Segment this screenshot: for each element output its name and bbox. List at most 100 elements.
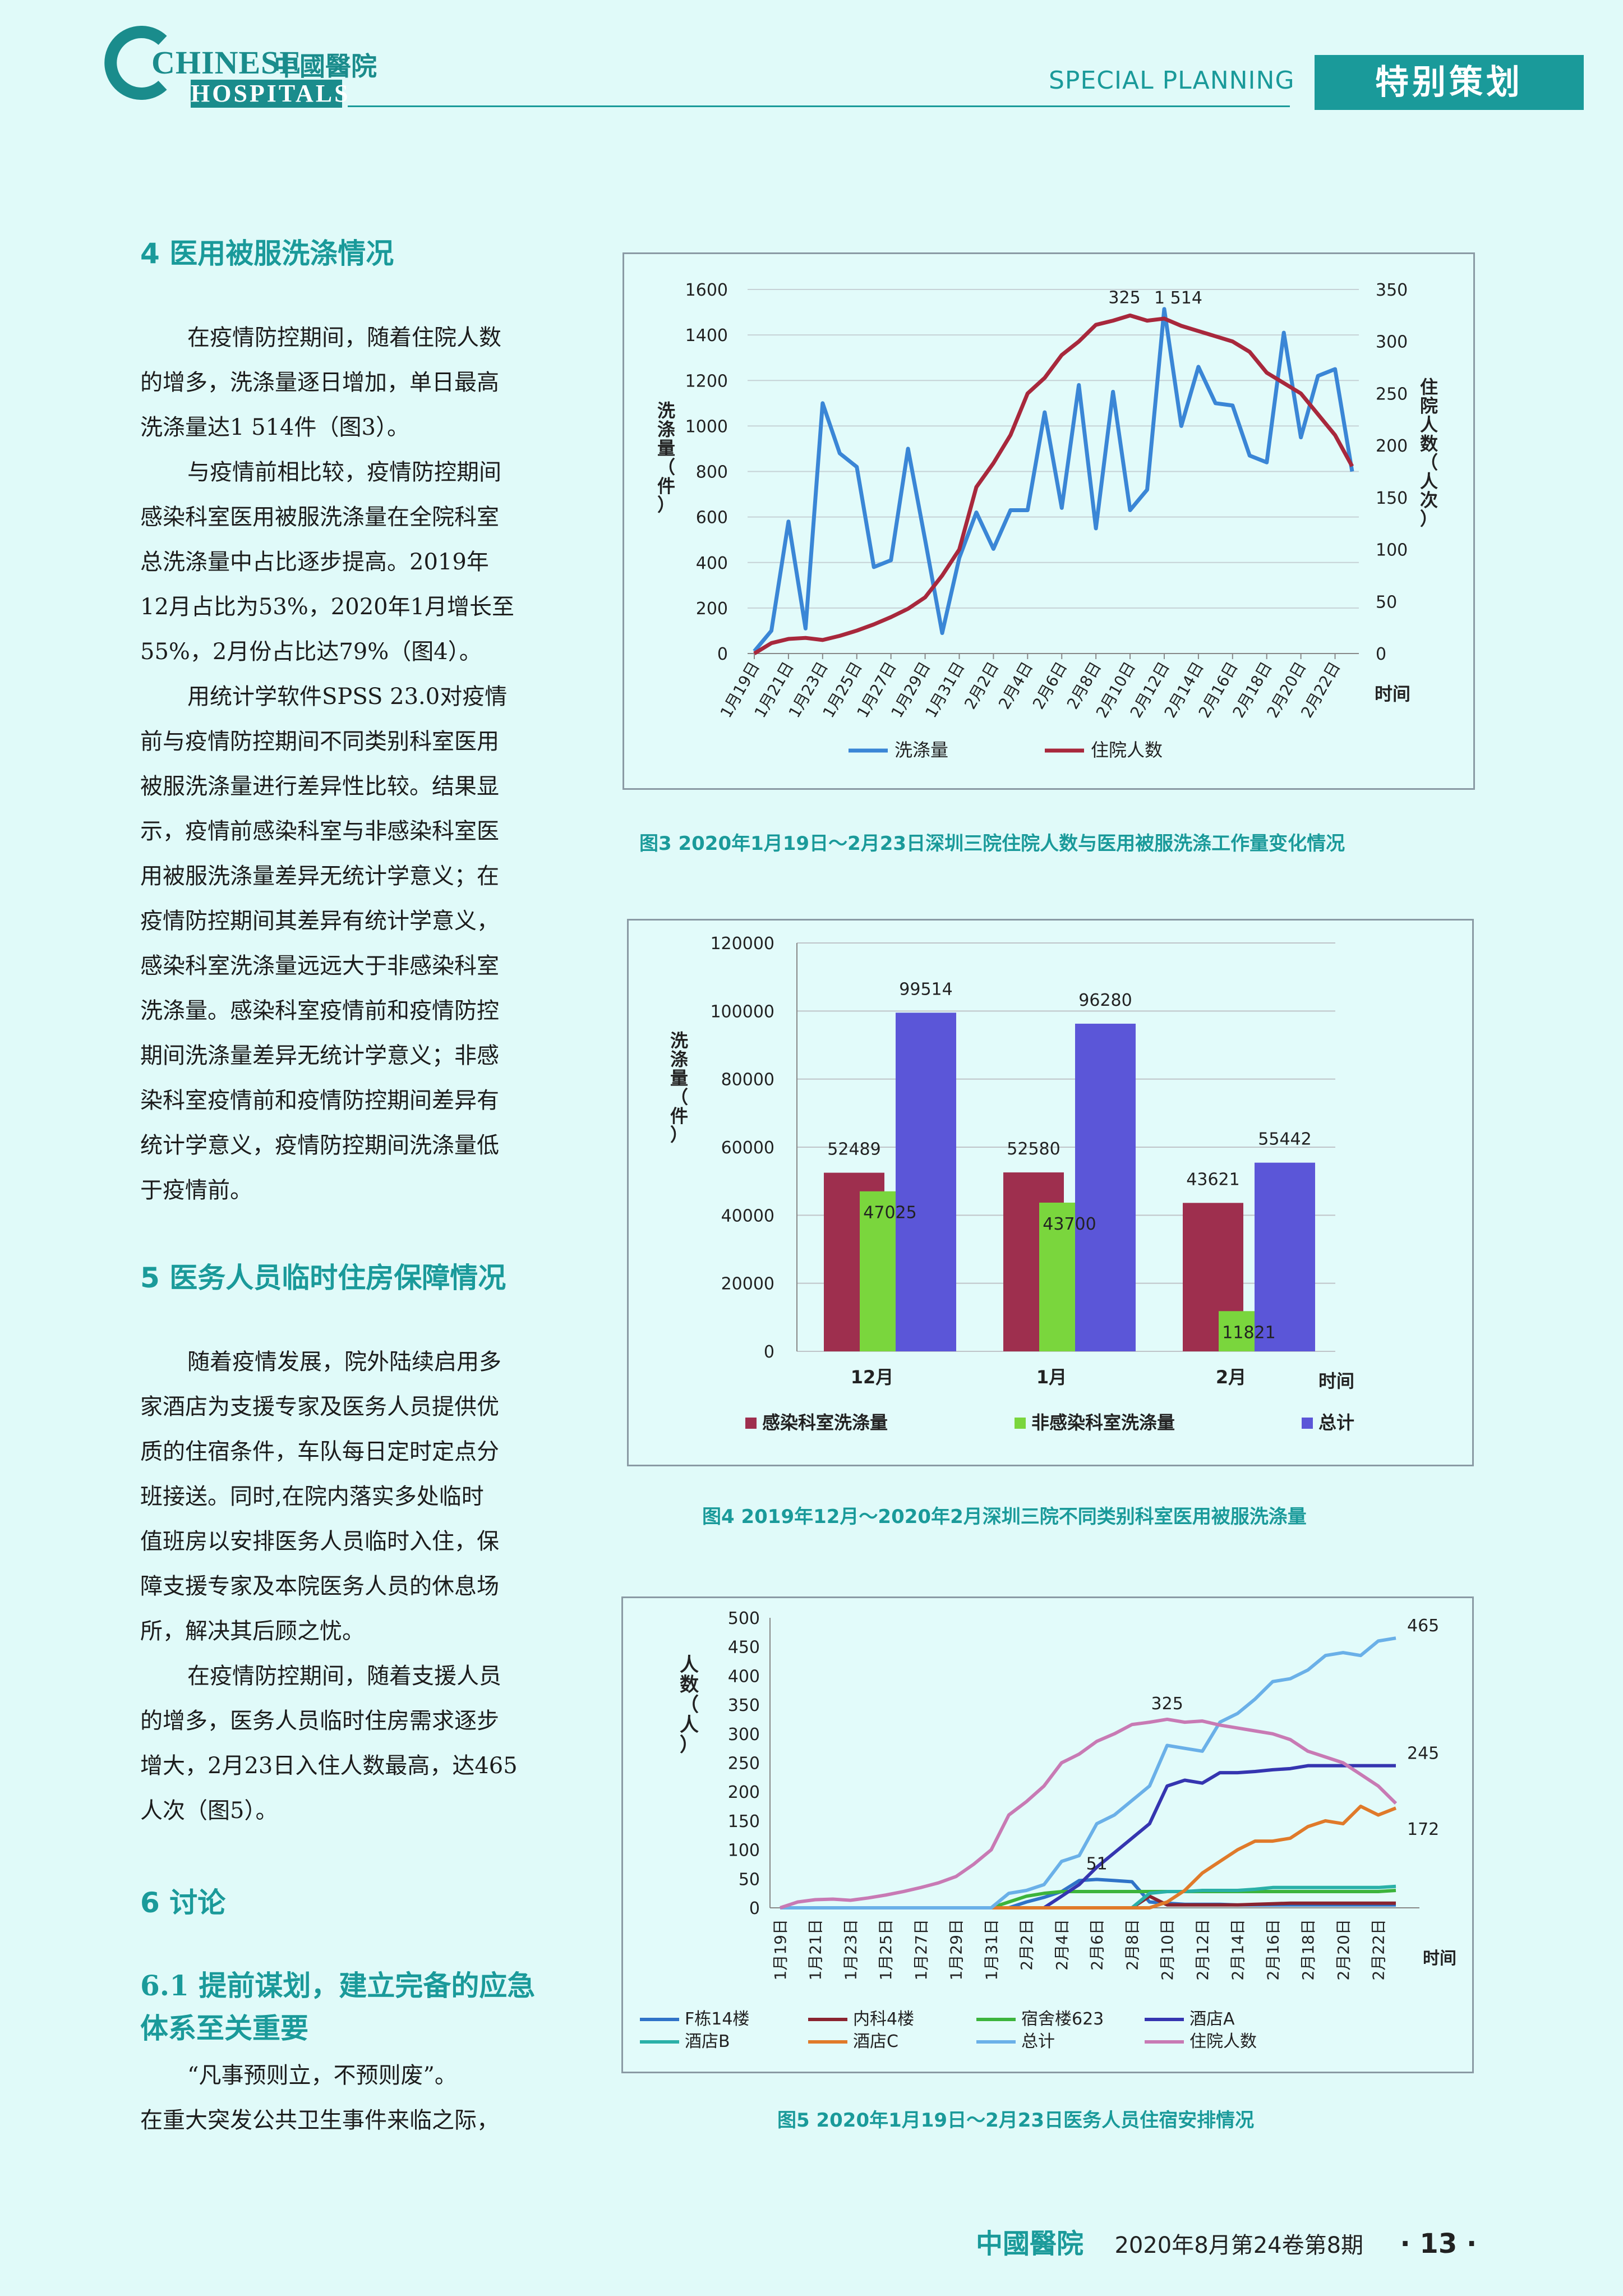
series-line-2 [753,313,1354,655]
x-tick-label: 1月 [1036,1366,1067,1388]
y2-tick-label: 150 [1376,489,1408,508]
y-tick-label: 40000 [721,1206,774,1226]
x-axis-label: 时间 [1423,1949,1456,1968]
text-line: 的增多，医务人员临时住房需求逐步 [140,1708,499,1734]
x-tick-label: 1月19日 [771,1919,790,1980]
x-tick-label: 1月27日 [912,1919,930,1980]
y-tick-label: 1400 [685,326,728,346]
heading-line: 体系至关重要 [140,2012,308,2045]
text-line: 的增多，洗涤量逐日增加，单日最高 [140,370,499,395]
page-footer: 中國醫院 2020年8月第24卷第8期 · 13 · [976,2221,1477,2261]
logo-text-cn: 中國醫院 [274,51,377,81]
text-line: 在疫情防控期间，随着住院人数 [187,325,501,351]
text-line: 所，解决其后顾之忧。 [140,1618,365,1644]
y-axis-label: 涤 [670,1049,688,1070]
y-tick-label: 1000 [685,417,728,436]
x-axis-label: 时间 [1375,683,1410,705]
y2-axis-label: 住 [1420,376,1438,398]
figure-4-frame: 0 20000 40000 60000 80000 100000 120000 12月 5248… [627,919,1474,1466]
annotation-label: 172 [1407,1820,1439,1839]
x-tick-label: 1月23日 [841,1919,860,1980]
legend-label: 住院人数 [1091,739,1163,761]
text-line: 前与疫情防控期间不同类别科室医用 [140,729,499,754]
x-tick-label: 1月29日 [947,1919,966,1980]
y-tick-label: 120000 [710,934,774,954]
legend-label: 总计 [1021,2032,1055,2051]
text-line: 疫情防控期间其差异有统计学意义， [140,908,499,934]
y-axis-label: 涤 [657,419,675,440]
annotation-label: 1 514 [1154,288,1202,308]
legend-swatch [1302,1418,1313,1429]
y-tick-label: 0 [717,645,728,664]
x-tick-label: 2月20日 [1334,1919,1353,1980]
y-axis-label: ） [670,1124,688,1145]
y-tick-label: 100000 [710,1002,774,1022]
text-line: 感染科室洗涤量远远大于非感染科室 [140,953,499,979]
y-tick-label: 60000 [721,1138,774,1158]
y-tick-label: 1200 [685,371,728,391]
legend-label: 内科4楼 [853,2009,914,2029]
y2-tick-label: 300 [1376,333,1408,352]
y-tick-label: 100 [728,1841,760,1861]
x-tick-label: 2月12日 [1193,1919,1212,1980]
legend-swatch [1015,1418,1026,1429]
text-line: 期间洗涤量差异无统计学意义；非感 [140,1043,499,1069]
y2-axis-label: 人 [1420,471,1438,492]
text-line: 总洗涤量中占比逐步提高。2019年 [140,549,489,575]
logo-text-chinese: CHINESE [151,44,302,81]
legend-label: 宿舍楼623 [1021,2009,1104,2029]
series-line-7 [780,1636,1396,1910]
legend-label: 非感染科室洗涤量 [1031,1412,1175,1433]
data-label: 99514 [899,979,952,999]
annotation-label: 51 [1086,1854,1108,1874]
text-line: 12月占比为53%，2020年1月增长至 [140,594,515,620]
y2-axis-label: （ [1420,452,1438,473]
bar-3 [1075,1023,1136,1351]
y2-tick-label: 100 [1376,541,1408,560]
y2-axis-label: ） [1420,508,1438,530]
text-line: 家酒店为支援专家及医务人员提供优 [140,1394,499,1420]
y-axis-label: 洗 [670,1030,688,1051]
header-rule [348,105,1290,107]
x-tick-label: 1月21日 [806,1919,825,1980]
data-label: 43700 [1043,1214,1096,1234]
y-tick-label: 800 [696,463,728,482]
y-tick-label: 200 [728,1783,760,1802]
x-tick-label: 12月 [851,1366,894,1388]
y-tick-label: 300 [728,1725,760,1745]
y-axis-label: 件 [670,1105,688,1126]
y-tick-label: 50 [739,1870,760,1889]
y-axis-label: （ [657,457,675,478]
data-label: 43621 [1186,1170,1239,1189]
annotation-label: 325 [1151,1694,1183,1714]
x-tick-label: 1月31日 [982,1919,1000,1980]
text-line: 55%，2月份占比达79%（图4）。 [140,639,482,665]
journal-logo-icon [104,26,167,100]
text-line: 人次（图5）。 [140,1798,278,1824]
y-tick-label: 350 [728,1696,760,1715]
y-tick-label: 20000 [721,1274,774,1294]
text-line: 与疫情前相比较，疫情防控期间 [187,459,501,485]
x-tick-label: 2月22日 [1370,1919,1388,1980]
y-axis-label: 人 [680,1714,699,1736]
legend-label: 酒店B [685,2032,730,2051]
y-axis-label: ） [657,494,675,516]
text-line: 洗涤量。感染科室疫情前和疫情防控 [140,998,499,1024]
figure-3-chart: 0 200 400 600 800 1000 1200 1400 1600 0 50 100 150 20… [657,280,1438,761]
x-tick-label: 2月4日 [1053,1919,1071,1971]
s5-paragraphs: 随着疫情发展，院外陆续启用多 家酒店为支援专家及医务人员提供优 质的住宿条件，车… [140,1340,562,1833]
y-tick-label: 450 [728,1638,760,1658]
y-tick-label: 250 [728,1754,760,1774]
footer-journal: 中國醫院 [976,2228,1084,2260]
x-axis-label: 时间 [1318,1370,1354,1392]
legend-label: 感染科室洗涤量 [762,1412,888,1433]
data-label: 52580 [1007,1139,1060,1159]
x-tick-label: 2月10日 [1158,1919,1177,1980]
text-line: 班接送。同时,在院内落实多处临时 [140,1484,484,1510]
data-label: 11821 [1222,1323,1275,1342]
section-6-title: 6 讨论 [140,1887,226,1919]
text-line: 增大，2月23日入住人数最高，达465 [140,1753,518,1779]
legend-label: 酒店A [1189,2009,1235,2029]
heading-line: 6.1 提前谋划，建立完备的应急 [140,1969,536,2002]
text-line: 质的住宿条件，车队每日定时定点分 [140,1439,499,1465]
